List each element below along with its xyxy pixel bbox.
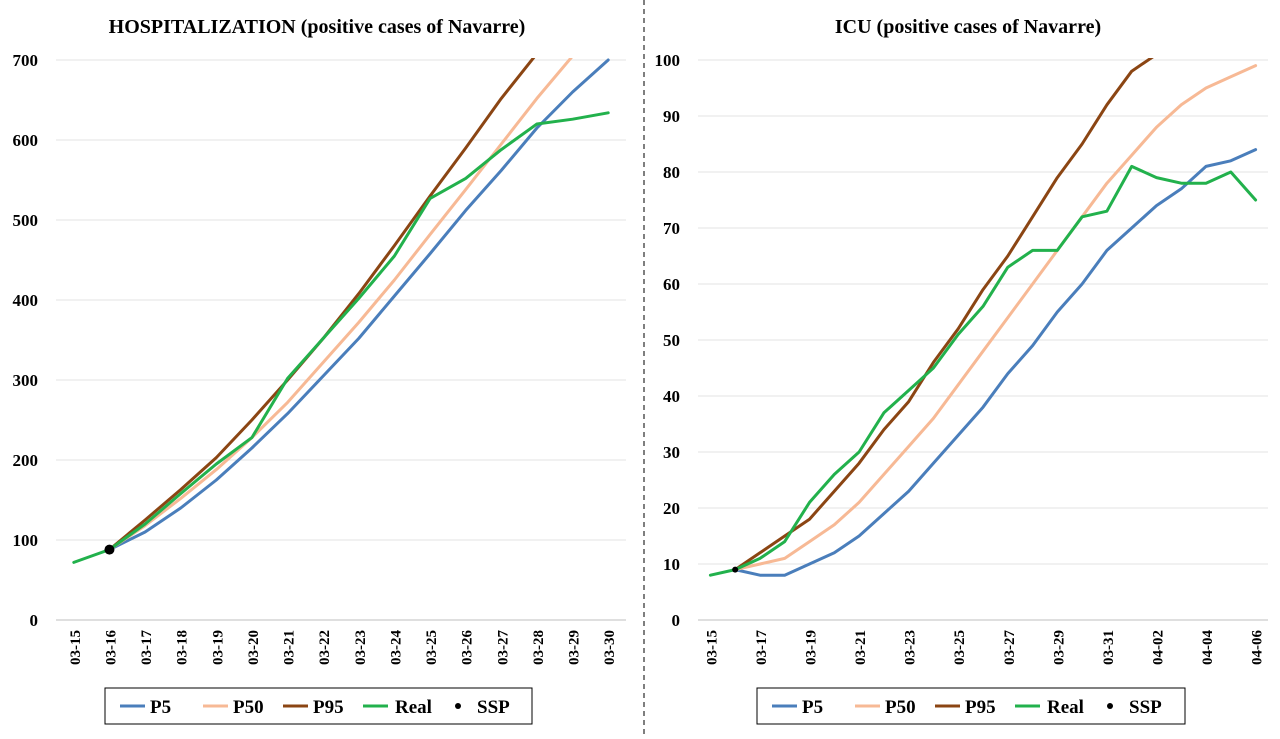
y-tick-label: 40 — [663, 387, 680, 406]
y-tick-label: 100 — [655, 51, 681, 70]
legend: P5 P50 P95 Real SSP — [104, 687, 533, 725]
x-tick-label: 03-15 — [68, 630, 84, 665]
y-tick-label: 600 — [13, 131, 39, 150]
x-tick-label: 03-18 — [175, 630, 191, 665]
y-tick-label: 400 — [13, 291, 39, 310]
x-tick-label: 03-27 — [1002, 630, 1018, 665]
x-tick-label: 03-26 — [460, 630, 476, 665]
x-tick-label: 03-24 — [388, 630, 404, 665]
legend-item-ssp: SSP — [1107, 697, 1162, 718]
x-tick-label: 03-20 — [246, 630, 262, 665]
legend-label: P5 — [802, 697, 823, 718]
y-tick-label: 70 — [663, 219, 680, 238]
legend-label: P5 — [150, 697, 171, 718]
legend-label: SSP — [1129, 697, 1162, 718]
x-tick-label: 03-29 — [1051, 630, 1067, 665]
x-tick-label: 04-06 — [1250, 630, 1266, 665]
legend-item-p50: P50 — [855, 697, 916, 718]
legend-item-p95: P95 — [283, 697, 344, 718]
series-lines — [708, 58, 1258, 577]
y-tick-label: 100 — [13, 531, 39, 550]
series-line-p50 — [107, 58, 573, 552]
series-line-p5 — [107, 58, 610, 552]
x-tick-label: 03-15 — [704, 630, 720, 665]
x-tick-label: 04-02 — [1150, 630, 1166, 665]
x-tick-label: 03-28 — [531, 630, 547, 665]
legend-item-real: Real — [363, 697, 432, 718]
x-tick-label: 03-23 — [353, 630, 369, 665]
legend-label: SSP — [477, 697, 510, 718]
y-tick-label: 0 — [672, 611, 681, 630]
ssp-point — [104, 544, 115, 555]
y-tick-label: 700 — [13, 51, 39, 70]
legend-label: P50 — [885, 697, 916, 718]
legend-label: P95 — [965, 697, 996, 718]
chart-title: HOSPITALIZATION (positive cases of Navar… — [109, 16, 526, 38]
x-tick-label: 03-21 — [282, 630, 298, 665]
legend-label: P50 — [233, 697, 264, 718]
legend: P5 P50 P95 Real SSP — [756, 687, 1186, 725]
series-line-p95 — [107, 58, 536, 552]
y-tick-label: 20 — [663, 499, 680, 518]
legend-item-ssp: SSP — [455, 697, 510, 718]
y-tick-label: 300 — [13, 371, 39, 390]
legend-box — [756, 687, 1186, 725]
y-tick-label: 60 — [663, 275, 680, 294]
x-tick-label: 03-27 — [495, 630, 511, 665]
hospitalization-chart: HOSPITALIZATION (positive cases of Navar… — [13, 16, 626, 725]
x-tick-label: 03-23 — [903, 630, 919, 665]
series-line-p50 — [733, 64, 1258, 572]
x-tick-label: 03-17 — [139, 630, 155, 665]
legend-item-real: Real — [1015, 697, 1084, 718]
chart-title: ICU (positive cases of Navarre) — [835, 16, 1101, 38]
legend-marker — [1107, 703, 1113, 709]
series-line-real — [72, 111, 610, 564]
series-line-real — [708, 164, 1258, 577]
legend-item-p5: P5 — [120, 697, 171, 718]
series-line-p95 — [733, 58, 1154, 572]
x-tick-label: 03-19 — [804, 630, 820, 665]
y-tick-label: 500 — [13, 211, 39, 230]
series-line-p5 — [733, 148, 1258, 577]
x-tick-label: 03-22 — [317, 630, 333, 665]
series-lines — [72, 58, 610, 564]
x-tick-label: 03-19 — [210, 630, 226, 665]
x-tick-label: 03-21 — [853, 630, 869, 665]
x-tick-label: 03-25 — [424, 630, 440, 665]
y-tick-label: 90 — [663, 107, 680, 126]
y-tick-label: 50 — [663, 331, 680, 350]
y-tick-label: 10 — [663, 555, 680, 574]
x-tick-label: 03-31 — [1101, 630, 1117, 665]
y-tick-label: 80 — [663, 163, 680, 182]
x-tick-label: 04-04 — [1200, 630, 1216, 665]
x-tick-label: 03-25 — [952, 630, 968, 665]
legend-item-p95: P95 — [935, 697, 996, 718]
y-tick-label: 0 — [30, 611, 39, 630]
ssp-point — [732, 566, 739, 573]
x-tick-label: 03-30 — [602, 630, 618, 665]
y-tick-label: 200 — [13, 451, 39, 470]
legend-item-p5: P5 — [772, 697, 823, 718]
x-tick-label: 03-16 — [103, 630, 119, 665]
icu-chart: ICU (positive cases of Navarre) 0 10 20 30 4… — [655, 16, 1268, 725]
legend-item-p50: P50 — [203, 697, 264, 718]
legend-label: Real — [395, 697, 432, 718]
y-tick-label: 30 — [663, 443, 680, 462]
x-tick-label: 03-29 — [567, 630, 583, 665]
legend-marker — [455, 703, 461, 709]
legend-label: Real — [1047, 697, 1084, 718]
legend-label: P95 — [313, 697, 344, 718]
x-tick-label: 03-17 — [754, 630, 770, 665]
